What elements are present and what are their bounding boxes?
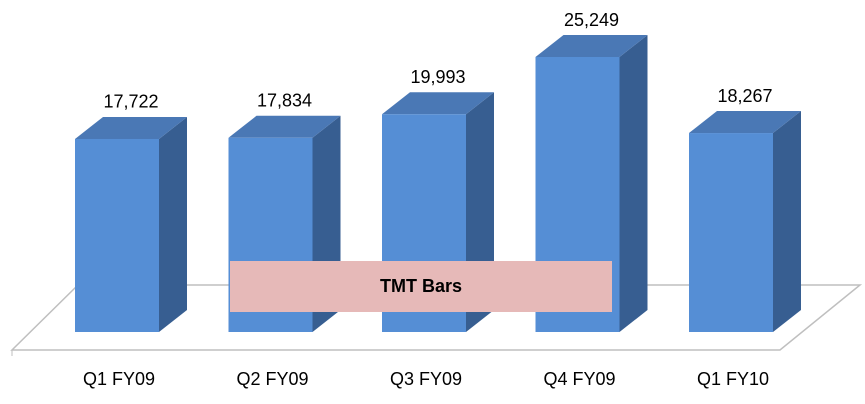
- bar-side: [773, 111, 801, 333]
- bar-top: [382, 92, 494, 115]
- x-tick-label: Q3 FY09: [390, 369, 462, 389]
- x-tick-label: Q2 FY09: [236, 369, 308, 389]
- bar-top: [535, 35, 648, 57]
- bar-top: [75, 116, 187, 139]
- bar: [689, 133, 773, 332]
- data-label: 17,722: [103, 92, 158, 112]
- data-label: 25,249: [564, 10, 619, 30]
- x-tick-label: Q4 FY09: [543, 369, 615, 389]
- data-label: 17,834: [257, 91, 312, 111]
- x-tick-label: Q1 FY10: [697, 369, 769, 389]
- bar-top: [689, 111, 801, 134]
- legend-label: TMT Bars: [380, 276, 462, 296]
- data-label: 18,267: [717, 86, 772, 106]
- x-tick-label: Q1 FY09: [83, 369, 155, 389]
- bar: [75, 138, 159, 332]
- bar-top: [228, 115, 341, 138]
- data-label: 19,993: [410, 67, 465, 87]
- bar-side: [619, 35, 648, 332]
- bar-side: [159, 116, 187, 333]
- legend-box: [230, 261, 612, 312]
